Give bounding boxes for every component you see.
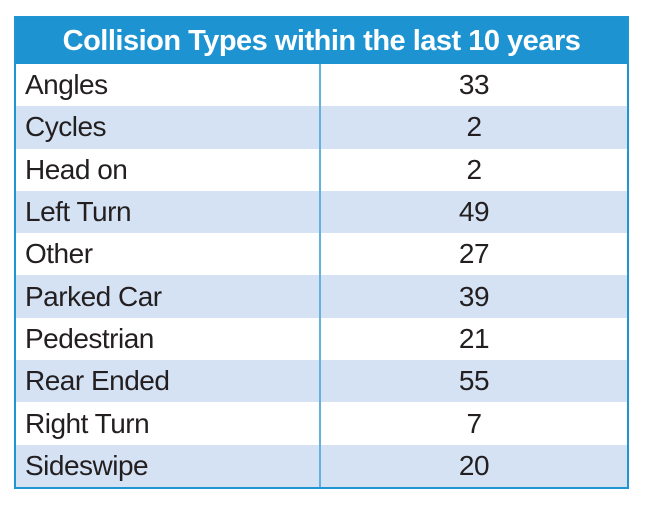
count-cell: 7 (319, 402, 627, 445)
table-row: Cycles 2 (16, 106, 627, 149)
collision-type-cell: Cycles (25, 111, 107, 143)
table-row: Pedestrian 21 (16, 317, 627, 361)
table-body: Angles 33 Cycles 2 Head on 2 Left Turn 4… (16, 64, 627, 487)
collision-type-cell: Rear Ended (25, 365, 170, 397)
table-row: Sideswipe 20 (16, 444, 627, 487)
collision-type-cell: Other (25, 238, 93, 270)
table-row: Right Turn 7 (16, 402, 627, 445)
count-cell: 27 (319, 233, 627, 276)
count-cell: 21 (319, 317, 627, 361)
table-row: Rear Ended 55 (16, 360, 627, 403)
collision-type-cell: Angles (25, 69, 108, 101)
collision-type-cell: Sideswipe (25, 449, 149, 481)
count-cell: 2 (319, 106, 627, 149)
table-row: Left Turn 49 (16, 190, 627, 234)
table-row: Other 27 (16, 233, 627, 276)
table-title: Collision Types within the last 10 years (16, 18, 627, 64)
collision-type-cell: Parked Car (25, 280, 162, 312)
collision-type-cell: Head on (25, 153, 128, 185)
collision-type-cell: Right Turn (25, 407, 150, 439)
table-row: Head on 2 (16, 148, 627, 191)
count-cell: 33 (319, 64, 627, 107)
count-cell: 20 (319, 444, 627, 487)
collision-type-cell: Pedestrian (25, 322, 154, 354)
collision-types-table: Collision Types within the last 10 years… (14, 16, 629, 489)
count-cell: 55 (319, 360, 627, 403)
count-cell: 49 (319, 190, 627, 234)
table-row: Angles 33 (16, 64, 627, 107)
count-cell: 39 (319, 275, 627, 318)
count-cell: 2 (319, 148, 627, 191)
table-row: Parked Car 39 (16, 275, 627, 318)
collision-type-cell: Left Turn (25, 196, 132, 228)
